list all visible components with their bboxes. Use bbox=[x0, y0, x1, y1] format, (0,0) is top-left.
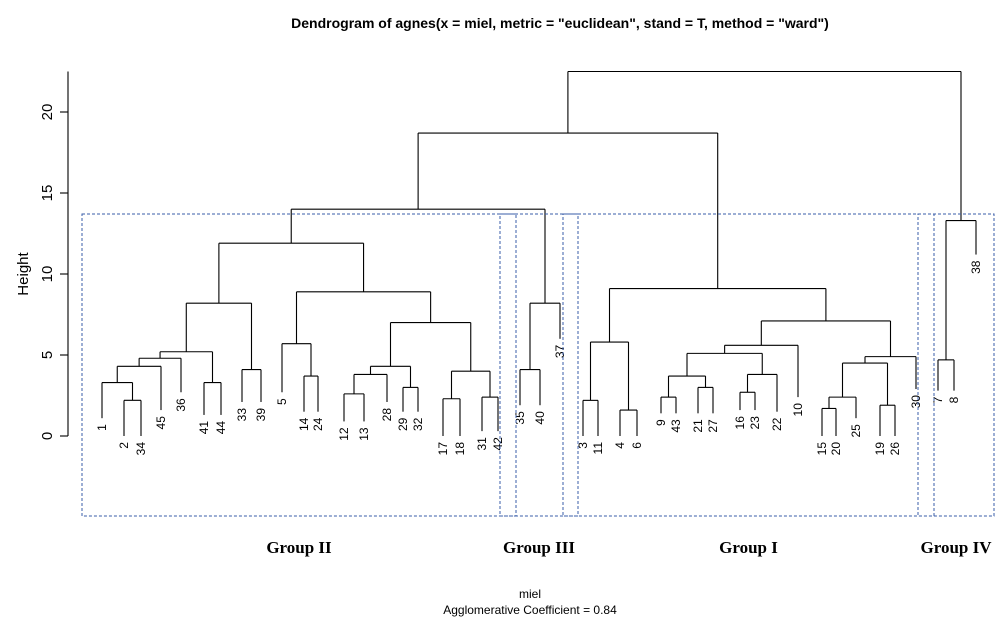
leaf-label-41: 41 bbox=[197, 421, 211, 435]
leaf-label-43: 43 bbox=[669, 419, 683, 433]
leaf-label-32: 32 bbox=[411, 417, 425, 431]
leaf-label-12: 12 bbox=[337, 427, 351, 441]
leaf-label-40: 40 bbox=[533, 411, 547, 425]
group-box-3 bbox=[562, 213, 935, 517]
leaf-label-9: 9 bbox=[654, 419, 668, 426]
leaf-label-14: 14 bbox=[297, 417, 311, 431]
y-tick-label-15: 15 bbox=[39, 185, 56, 202]
chart-title: Dendrogram of agnes(x = miel, metric = "… bbox=[291, 15, 829, 31]
leaf-label-6: 6 bbox=[630, 442, 644, 449]
leaf-label-5: 5 bbox=[275, 398, 289, 405]
leaf-label-24: 24 bbox=[311, 417, 325, 431]
y-tick-label-5: 5 bbox=[39, 351, 56, 359]
y-tick-label-20: 20 bbox=[39, 104, 56, 121]
leaf-label-35: 35 bbox=[513, 411, 527, 425]
leaf-label-4: 4 bbox=[613, 442, 627, 449]
leaf-label-44: 44 bbox=[214, 421, 228, 435]
group-box-2 bbox=[499, 213, 579, 517]
leaf-label-13: 13 bbox=[357, 427, 371, 441]
leaf-label-34: 34 bbox=[134, 442, 148, 456]
leaf-label-26: 26 bbox=[888, 442, 902, 456]
leaf-label-28: 28 bbox=[380, 408, 394, 422]
leaf-label-25: 25 bbox=[849, 424, 863, 438]
leaf-label-17: 17 bbox=[436, 442, 450, 456]
leaf-label-20: 20 bbox=[829, 442, 843, 456]
leaf-label-18: 18 bbox=[453, 442, 467, 456]
leaf-label-19: 19 bbox=[873, 442, 887, 456]
x-axis-title: miel bbox=[519, 587, 541, 601]
leaf-label-1: 1 bbox=[95, 424, 109, 431]
group-label-1: Group II bbox=[266, 538, 332, 557]
group-box-1 bbox=[81, 213, 517, 517]
leaf-label-10: 10 bbox=[791, 403, 805, 417]
leaf-label-33: 33 bbox=[235, 408, 249, 422]
leaf-label-31: 31 bbox=[475, 437, 489, 451]
y-axis-title-group: Height bbox=[15, 251, 32, 295]
leaf-label-27: 27 bbox=[706, 419, 720, 433]
leaf-label-38: 38 bbox=[969, 260, 983, 274]
leaf-label-45: 45 bbox=[154, 416, 168, 430]
leaf-label-36: 36 bbox=[174, 398, 188, 412]
group-box-4 bbox=[917, 213, 995, 517]
group-boxes: Group II Group III Group I Group IV bbox=[81, 213, 995, 557]
leaf-label-30: 30 bbox=[909, 395, 923, 409]
leaf-label-37: 37 bbox=[553, 344, 567, 358]
group-label-3: Group I bbox=[719, 538, 778, 557]
leaf-label-21: 21 bbox=[691, 419, 705, 433]
group-label-4: Group IV bbox=[920, 538, 992, 557]
y-axis: 0 5 10 15 20 bbox=[39, 71, 69, 440]
y-axis-title: Height bbox=[15, 251, 32, 295]
leaf-label-15: 15 bbox=[815, 442, 829, 456]
leaf-label-8: 8 bbox=[947, 396, 961, 403]
leaf-label-39: 39 bbox=[254, 408, 268, 422]
agglomerative-coefficient: Agglomerative Coefficient = 0.84 bbox=[443, 603, 617, 617]
leaf-label-23: 23 bbox=[748, 416, 762, 430]
y-tick-label-10: 10 bbox=[39, 266, 56, 283]
leaf-label-2: 2 bbox=[117, 442, 131, 449]
leaf-label-16: 16 bbox=[733, 416, 747, 430]
leaf-label-3: 3 bbox=[576, 442, 590, 449]
leaf-label-42: 42 bbox=[491, 437, 505, 451]
leaf-label-22: 22 bbox=[770, 417, 784, 431]
dendrogram-branches bbox=[101, 70, 977, 436]
leaf-label-29: 29 bbox=[396, 417, 410, 431]
y-tick-label-0: 0 bbox=[39, 432, 56, 440]
leaf-label-11: 11 bbox=[591, 442, 605, 455]
group-label-2: Group III bbox=[503, 538, 575, 557]
leaf-label-7: 7 bbox=[931, 396, 945, 403]
